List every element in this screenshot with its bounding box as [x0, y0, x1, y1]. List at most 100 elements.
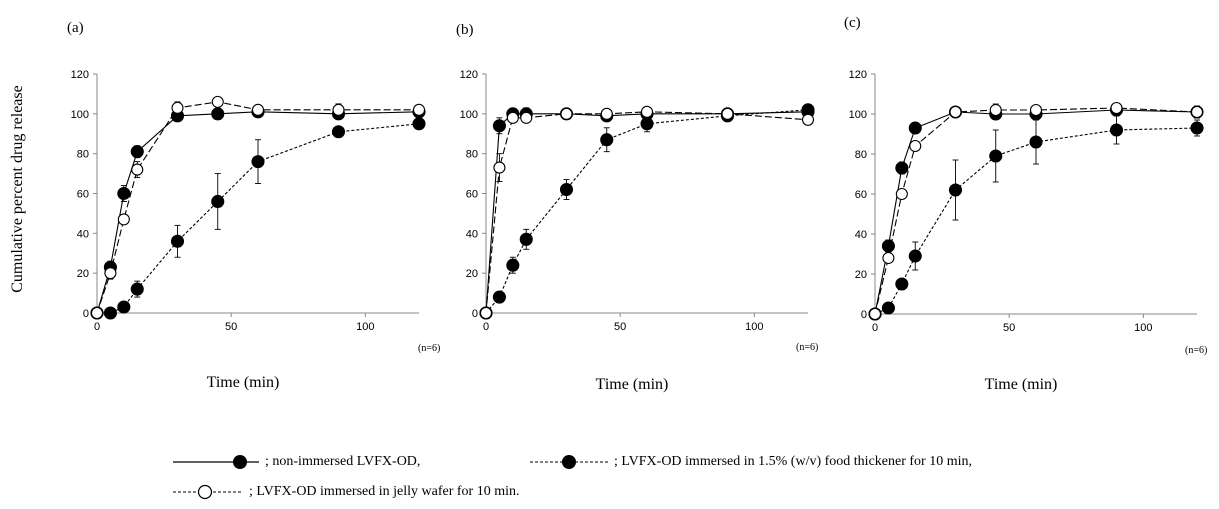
- panel-c-series-non-immersed-point: [881, 239, 895, 253]
- panel-a-y-tick-label: 80: [77, 149, 89, 161]
- panel-a-series-jelly-wafer-point: [412, 103, 426, 116]
- y-axis-label: Cumulative percent drug release: [9, 85, 26, 293]
- legend-solid-filled-marker: [173, 455, 259, 469]
- legend-item-non-immersed: ; non-immersed LVFX-OD,: [173, 454, 420, 470]
- panel-b-y-tick-label: 0: [472, 308, 478, 320]
- panel-b-series-jelly-wafer-point: [520, 111, 533, 124]
- panel-a-series-food-thickener-point: [251, 155, 265, 169]
- legend-label-food-thickener: ; LVFX-OD immersed in 1.5% (w/v) food th…: [614, 454, 972, 469]
- panel-a-series-jelly-wafer-point: [251, 103, 265, 116]
- panel-a-y-tick-label: 40: [77, 228, 89, 240]
- panel-c-series-jelly-wafer-point: [882, 251, 895, 265]
- panel-c-x-tick-label: 0: [872, 322, 878, 334]
- panel-b-label: (b): [456, 22, 474, 38]
- panel-a-x-tick-label: 0: [94, 321, 100, 333]
- panel-c-y-tick-label: 0: [861, 309, 867, 321]
- panel-a-series-jelly-wafer-line: [96, 101, 419, 314]
- panel-a-n-note: (n=6): [418, 343, 441, 354]
- panel-b-series-food-thickener-point: [519, 232, 533, 246]
- panel-b-y-tick-label: 80: [466, 149, 478, 161]
- panel-a-y-tick-label: 100: [71, 109, 89, 121]
- panel-b-series-food-thickener-point: [506, 258, 520, 272]
- panel-b-plot: 0 20 40 60 80 100 120 0 50 100: [460, 69, 815, 333]
- panel-b-series-jelly-wafer-point: [801, 113, 815, 126]
- panel-c-series-jelly-wafer-point: [1190, 105, 1204, 119]
- panel-c-y-tick-label: 120: [849, 69, 867, 81]
- panel-a-series-food-thickener-point: [211, 194, 225, 209]
- panel-a-y-tick-label: 60: [77, 189, 89, 201]
- panel-b-series-jelly-wafer-line: [485, 111, 809, 314]
- panel-b-y-tick-label: 20: [466, 268, 478, 280]
- panel-a-series-food-thickener-point: [170, 234, 185, 248]
- panel-a-x-tick-label: 50: [225, 321, 237, 333]
- panel-b-series-food-thickener-point: [559, 182, 574, 197]
- panel-c-series-non-immersed-point: [895, 161, 909, 175]
- panel-a-x-tick-label: 100: [356, 321, 374, 333]
- panel-c-y-tick-label: 60: [855, 189, 867, 201]
- panel-b-y-tick-label: 60: [466, 189, 478, 201]
- panel-c-series-food-thickener-point: [989, 149, 1003, 163]
- panel-c-y-tick-label: 100: [849, 109, 867, 121]
- panel-c-series-food-thickener-point: [908, 249, 922, 263]
- panel-a-series-jelly-wafer-point: [117, 213, 130, 226]
- panel-c-x-tick-label: 100: [1134, 322, 1152, 334]
- panel-a-series-jelly-wafer-point: [211, 95, 224, 108]
- panel-a-x-axis-label: Time (min): [206, 374, 280, 391]
- panel-a-series-food-thickener-point: [412, 117, 426, 131]
- panel-c-series-food-thickener-point: [1029, 135, 1043, 149]
- panel-b-series-non-immersed-point: [492, 119, 506, 133]
- panel-c-series-food-thickener-point: [948, 183, 963, 197]
- panel-b-y-tick-label: 120: [460, 69, 478, 81]
- panel-c-series-jelly-wafer-point: [989, 103, 1002, 117]
- panel-a-series-jelly-wafer-point: [332, 103, 345, 116]
- panel-b-series-jelly-wafer-point: [506, 111, 519, 124]
- panel-c-series-jelly-wafer-point: [949, 105, 962, 119]
- panel-a-y-tick-label: 0: [83, 308, 89, 320]
- panel-b-y-tick-label: 100: [460, 109, 478, 121]
- legend-dashed-filled-marker: [530, 455, 608, 469]
- panel-b-x-tick-label: 50: [614, 321, 626, 333]
- panel-b-series-jelly-wafer-point: [600, 107, 613, 120]
- panel-b-x-tick-label: 100: [745, 321, 763, 333]
- panel-b-series-jelly-wafer-point: [640, 105, 654, 118]
- panel-b-series-food-thickener-line: [485, 109, 809, 314]
- panel-b-series-jelly-wafer-point: [493, 161, 506, 174]
- panel-a-series-non-immersed-point: [211, 107, 225, 121]
- panel-c-series-non-immersed-point: [908, 121, 922, 135]
- legend-longdash-open-marker: [173, 484, 243, 500]
- panel-c-series-jelly-wafer-point: [1029, 103, 1043, 117]
- panel-b-n-note: (n=6): [796, 342, 819, 353]
- panel-a-series-non-immersed-point: [130, 145, 144, 159]
- panel-a-plot: 0 20 40 60 80 100 120 0 50 100: [71, 69, 426, 333]
- panel-b-y-tick-label: 40: [466, 228, 478, 240]
- legend-label-non-immersed: ; non-immersed LVFX-OD,: [265, 454, 421, 469]
- panel-a-y-tick-label: 20: [77, 268, 89, 280]
- panel-a-series-jelly-wafer-point: [90, 306, 104, 320]
- panel-c-series-food-thickener-point: [1190, 121, 1204, 135]
- panel-b-series-jelly-wafer-point: [560, 107, 573, 120]
- panel-c-series-jelly-wafer-point: [868, 307, 882, 321]
- panel-a-series-food-thickener-point: [117, 300, 131, 314]
- panel-c-series-jelly-wafer-point: [909, 139, 922, 153]
- panel-a-y-tick-label: 120: [71, 69, 89, 81]
- legend-label-jelly-wafer: ; LVFX-OD immersed in jelly wafer for 10…: [249, 484, 520, 499]
- panel-c-y-tick-label: 80: [855, 149, 867, 161]
- panel-b-series-food-thickener-point: [640, 117, 654, 131]
- panel-c-x-tick-label: 50: [1003, 322, 1015, 334]
- panel-c-label: (c): [844, 15, 861, 31]
- panel-c-series-food-thickener-point: [1109, 123, 1124, 137]
- panel-c-plot: 0 20 40 60 80 100 120 0 50 100: [849, 69, 1204, 334]
- panel-a-series-jelly-wafer-point: [171, 101, 184, 114]
- panel-c-series-food-thickener-point: [895, 277, 909, 291]
- panel-a-series-food-thickener-point: [331, 125, 346, 139]
- panel-b-series-food-thickener-point: [600, 133, 614, 147]
- panel-c-y-tick-label: 20: [855, 269, 867, 281]
- panel-a-series-jelly-wafer-point: [104, 267, 117, 280]
- panel-a-label: (a): [67, 20, 84, 36]
- panel-c-series-food-thickener-point: [881, 301, 895, 315]
- panel-b-series-food-thickener-point: [492, 290, 506, 304]
- panel-c-series-jelly-wafer-point: [1110, 101, 1123, 115]
- panel-a-series-non-immersed-point: [117, 186, 131, 201]
- panel-b-x-axis-label: Time (min): [595, 376, 669, 393]
